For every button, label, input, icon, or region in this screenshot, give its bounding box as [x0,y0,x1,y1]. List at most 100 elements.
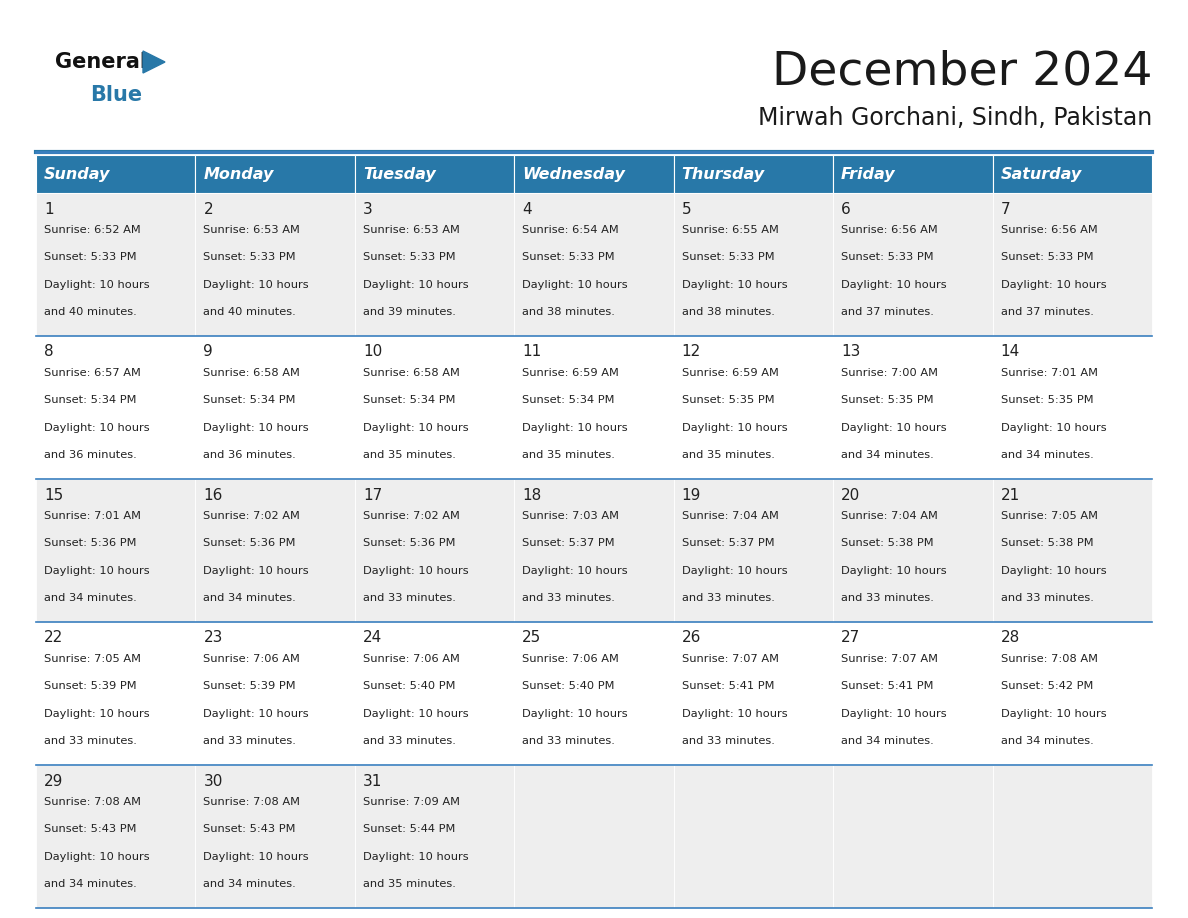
Text: 31: 31 [362,774,383,789]
Text: Sunrise: 6:59 AM: Sunrise: 6:59 AM [523,368,619,378]
Text: and 34 minutes.: and 34 minutes. [1000,450,1093,460]
Text: and 33 minutes.: and 33 minutes. [203,736,296,746]
Text: Blue: Blue [90,85,143,105]
Bar [514,765,674,908]
Text: and 33 minutes.: and 33 minutes. [841,593,934,603]
Text: Sunset: 5:35 PM: Sunset: 5:35 PM [841,396,934,406]
Text: 14: 14 [1000,344,1019,360]
Text: Sunrise: 6:55 AM: Sunrise: 6:55 AM [682,225,778,235]
Bar [674,336,833,479]
Text: Sunrise: 6:53 AM: Sunrise: 6:53 AM [362,225,460,235]
Text: Daylight: 10 hours: Daylight: 10 hours [1000,280,1106,290]
Text: Sunset: 5:33 PM: Sunset: 5:33 PM [203,252,296,263]
Text: Monday: Monday [203,166,273,182]
Text: General: General [55,52,147,72]
Text: 29: 29 [44,774,63,789]
Bar [36,622,196,765]
Bar [833,193,992,336]
Text: Thursday: Thursday [682,166,765,182]
Text: and 40 minutes.: and 40 minutes. [44,308,137,317]
Text: Daylight: 10 hours: Daylight: 10 hours [44,852,150,862]
Bar [992,622,1152,765]
Bar [992,336,1152,479]
Text: Sunrise: 7:00 AM: Sunrise: 7:00 AM [841,368,939,378]
Text: Sunset: 5:43 PM: Sunset: 5:43 PM [203,824,296,834]
Text: Daylight: 10 hours: Daylight: 10 hours [523,280,628,290]
Text: Sunrise: 7:04 AM: Sunrise: 7:04 AM [682,511,778,521]
Text: and 33 minutes.: and 33 minutes. [44,736,137,746]
Text: and 36 minutes.: and 36 minutes. [44,450,137,460]
Text: Daylight: 10 hours: Daylight: 10 hours [203,280,309,290]
Text: 24: 24 [362,631,383,645]
Text: Daylight: 10 hours: Daylight: 10 hours [523,709,628,719]
Text: and 35 minutes.: and 35 minutes. [523,450,615,460]
Text: Sunrise: 7:01 AM: Sunrise: 7:01 AM [44,511,141,521]
Text: and 36 minutes.: and 36 minutes. [203,450,296,460]
Bar [833,479,992,622]
Bar [196,155,355,193]
Text: Sunset: 5:33 PM: Sunset: 5:33 PM [44,252,137,263]
Text: 26: 26 [682,631,701,645]
Text: Sunrise: 6:52 AM: Sunrise: 6:52 AM [44,225,140,235]
Text: and 33 minutes.: and 33 minutes. [362,736,456,746]
Text: Daylight: 10 hours: Daylight: 10 hours [1000,423,1106,432]
Bar [992,479,1152,622]
Text: Mirwah Gorchani, Sindh, Pakistan: Mirwah Gorchani, Sindh, Pakistan [758,106,1152,130]
Text: Daylight: 10 hours: Daylight: 10 hours [841,709,947,719]
Text: 12: 12 [682,344,701,360]
Text: and 33 minutes.: and 33 minutes. [682,736,775,746]
Bar [992,155,1152,193]
Bar [514,479,674,622]
Bar [355,479,514,622]
Bar [36,765,196,908]
Text: Sunset: 5:34 PM: Sunset: 5:34 PM [523,396,614,406]
Text: Friday: Friday [841,166,896,182]
Text: Sunrise: 7:06 AM: Sunrise: 7:06 AM [203,654,301,664]
Bar [196,622,355,765]
Text: 20: 20 [841,487,860,502]
Text: Daylight: 10 hours: Daylight: 10 hours [523,423,628,432]
Text: Sunrise: 6:56 AM: Sunrise: 6:56 AM [1000,225,1098,235]
Text: 22: 22 [44,631,63,645]
Text: and 34 minutes.: and 34 minutes. [1000,736,1093,746]
Text: Sunset: 5:36 PM: Sunset: 5:36 PM [362,538,455,548]
Text: and 34 minutes.: and 34 minutes. [841,736,934,746]
Text: Daylight: 10 hours: Daylight: 10 hours [203,565,309,576]
Text: Sunset: 5:34 PM: Sunset: 5:34 PM [203,396,296,406]
Text: 18: 18 [523,487,542,502]
Text: 6: 6 [841,201,851,217]
Text: Sunrise: 6:59 AM: Sunrise: 6:59 AM [682,368,778,378]
Text: Sunrise: 7:09 AM: Sunrise: 7:09 AM [362,797,460,807]
Text: Sunset: 5:37 PM: Sunset: 5:37 PM [523,538,615,548]
Text: Sunrise: 6:56 AM: Sunrise: 6:56 AM [841,225,937,235]
Text: and 33 minutes.: and 33 minutes. [362,593,456,603]
Text: Tuesday: Tuesday [362,166,436,182]
Text: 1: 1 [44,201,53,217]
Bar [355,765,514,908]
Text: 2: 2 [203,201,213,217]
Text: and 37 minutes.: and 37 minutes. [841,308,934,317]
Text: Sunset: 5:33 PM: Sunset: 5:33 PM [362,252,455,263]
Text: and 38 minutes.: and 38 minutes. [682,308,775,317]
Text: Daylight: 10 hours: Daylight: 10 hours [1000,709,1106,719]
Text: Sunset: 5:35 PM: Sunset: 5:35 PM [682,396,775,406]
Text: Sunday: Sunday [44,166,110,182]
Text: Sunrise: 7:08 AM: Sunrise: 7:08 AM [1000,654,1098,664]
Text: Sunset: 5:39 PM: Sunset: 5:39 PM [203,681,296,691]
Text: 10: 10 [362,344,383,360]
Text: Sunrise: 7:05 AM: Sunrise: 7:05 AM [1000,511,1098,521]
Text: Sunrise: 6:58 AM: Sunrise: 6:58 AM [362,368,460,378]
Text: 23: 23 [203,631,223,645]
Bar [674,193,833,336]
Text: Sunset: 5:42 PM: Sunset: 5:42 PM [1000,681,1093,691]
Text: and 40 minutes.: and 40 minutes. [203,308,296,317]
Text: Daylight: 10 hours: Daylight: 10 hours [362,852,468,862]
Bar [992,765,1152,908]
Text: and 35 minutes.: and 35 minutes. [362,450,456,460]
Text: Daylight: 10 hours: Daylight: 10 hours [841,565,947,576]
Bar [196,336,355,479]
Text: Sunrise: 6:57 AM: Sunrise: 6:57 AM [44,368,141,378]
Bar [833,622,992,765]
Bar [355,155,514,193]
Text: 25: 25 [523,631,542,645]
